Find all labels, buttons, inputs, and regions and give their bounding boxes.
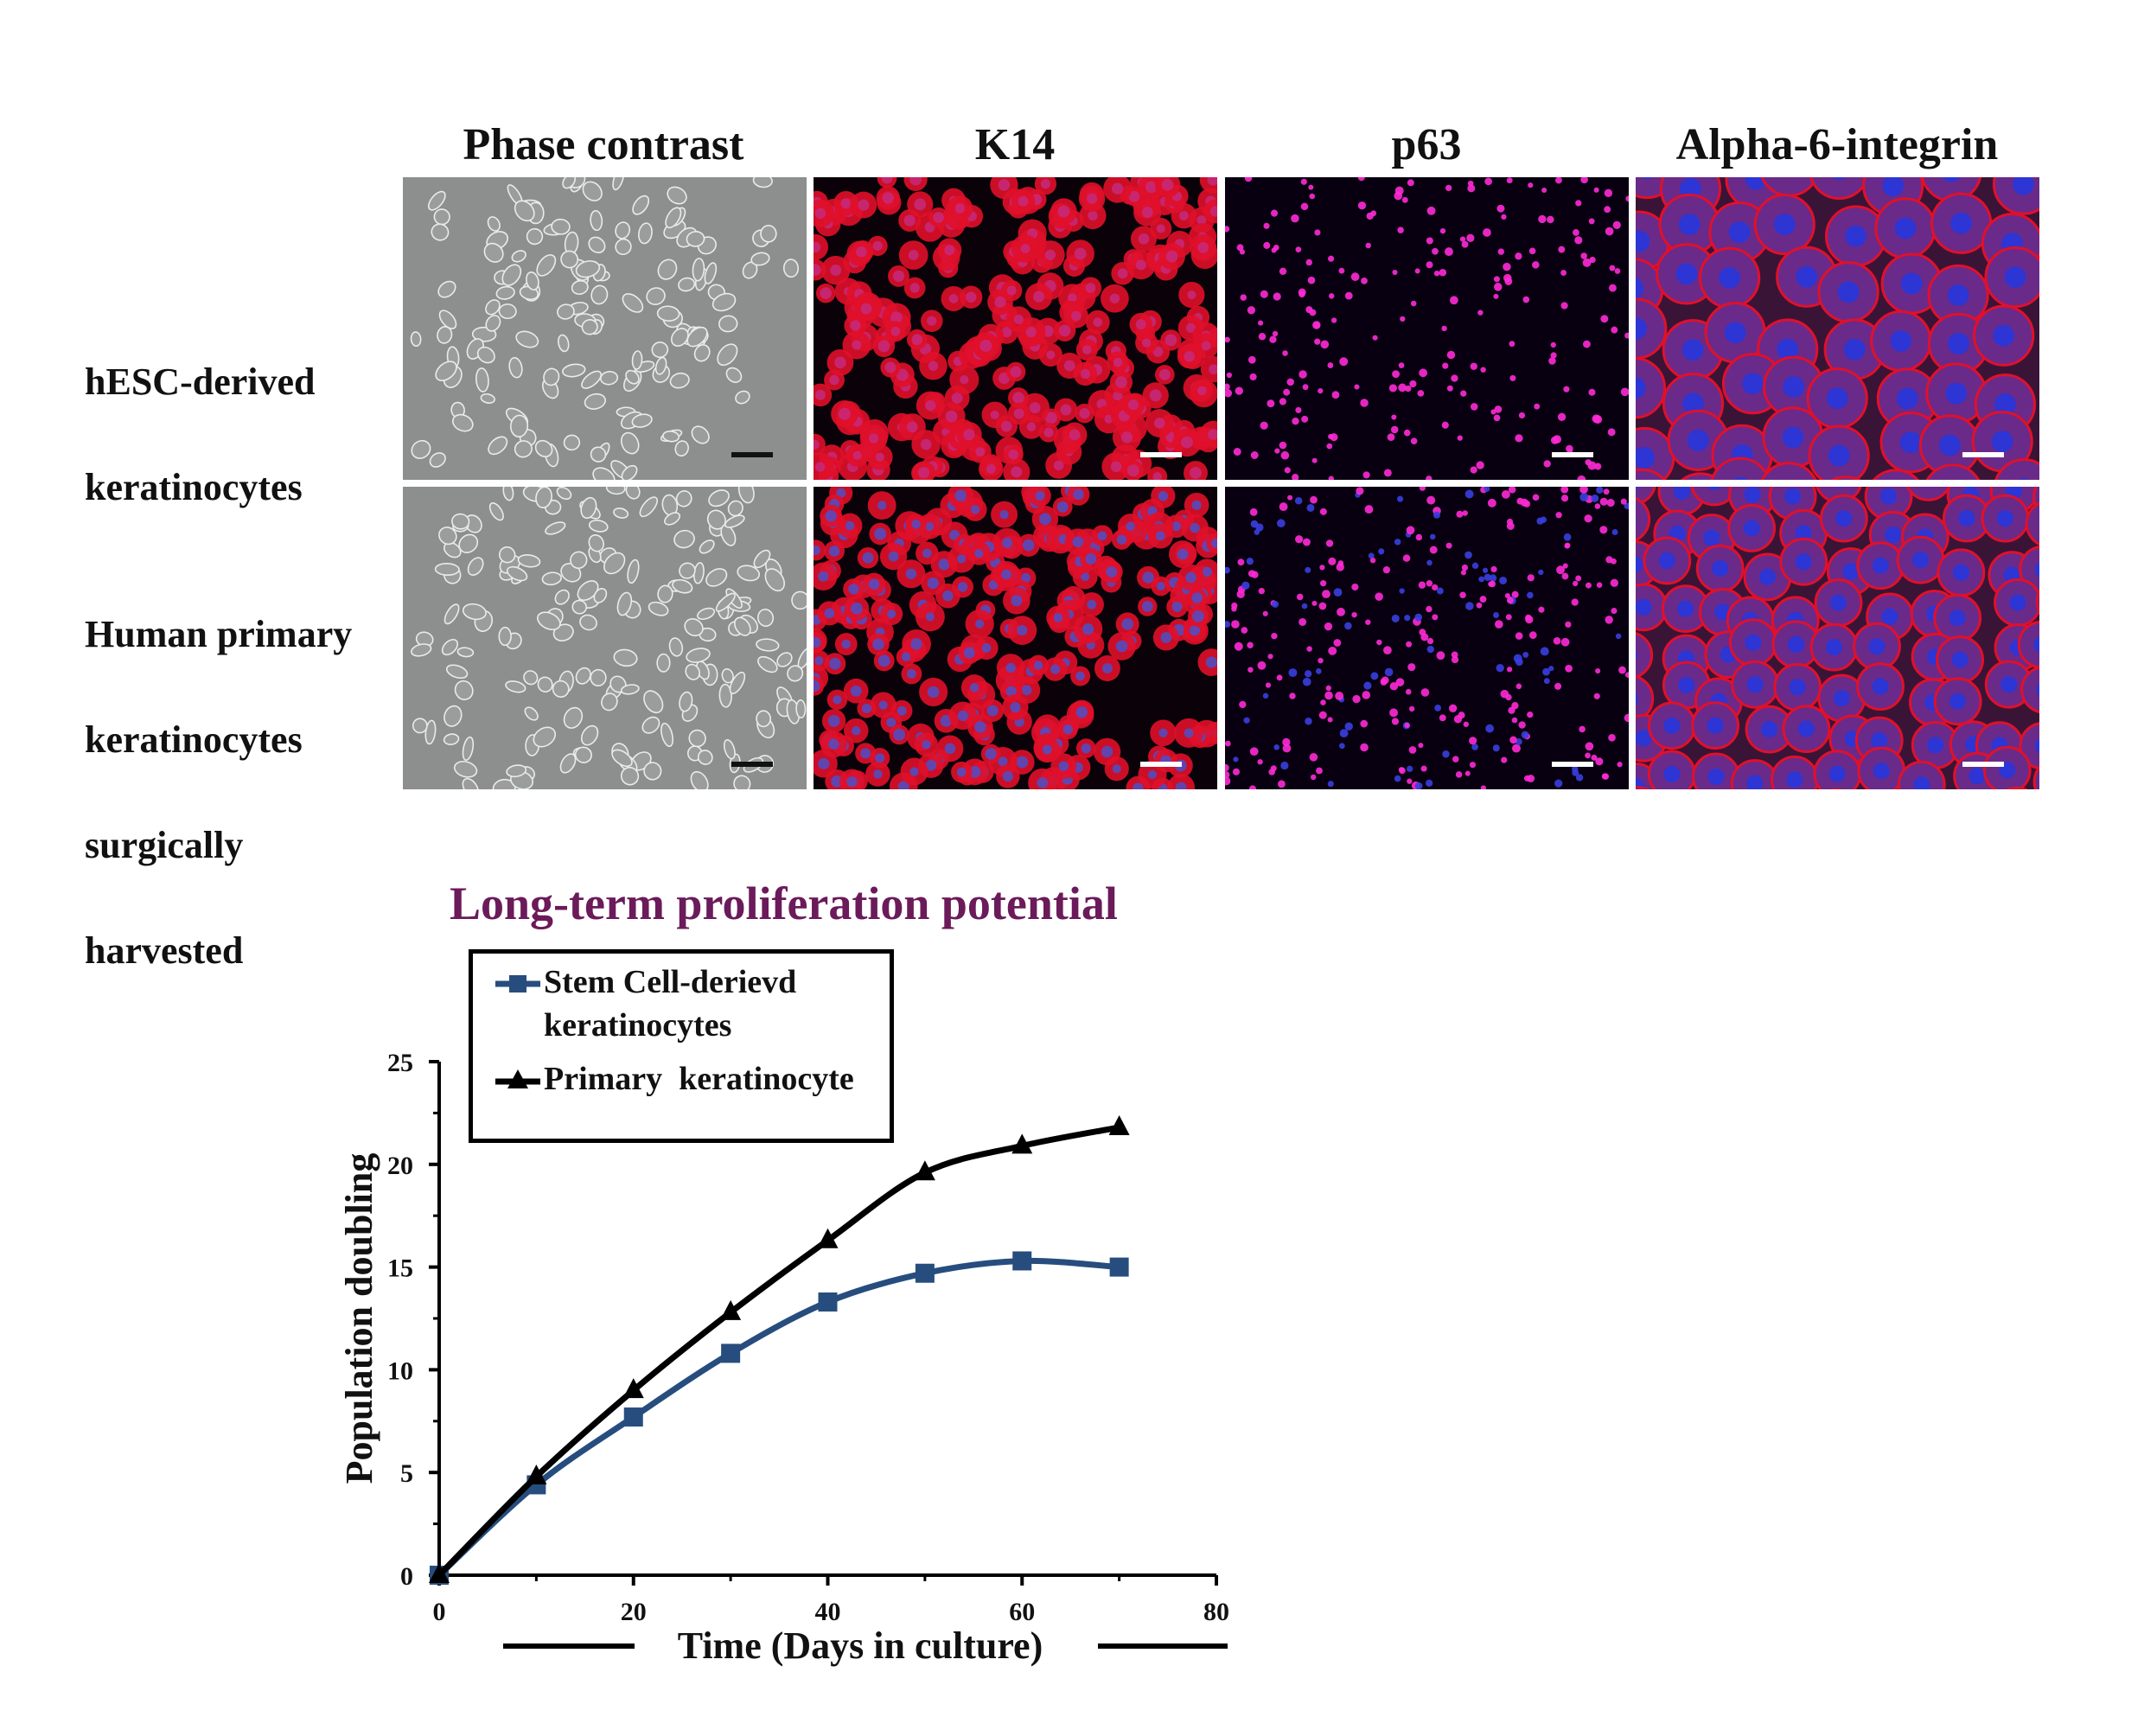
scale-bar	[1552, 762, 1593, 767]
y-tick-label: 15	[387, 1254, 413, 1283]
y-tick-label: 20	[387, 1152, 413, 1180]
x-tick-label: 80	[1203, 1598, 1229, 1626]
micrograph-p63-row1	[1225, 177, 1629, 480]
row-label-hesc: hESC-derived keratinocytes	[85, 303, 315, 566]
row-label-line: Human primary	[85, 613, 353, 655]
data-point-square	[1012, 1251, 1032, 1271]
chart-title: Long-term proliferation potential	[450, 878, 1118, 929]
data-point-triangle	[429, 1563, 450, 1583]
data-point-triangle	[720, 1299, 742, 1320]
micrograph-k14-row2	[814, 487, 1217, 789]
scale-bar	[1140, 452, 1182, 457]
series-line-1	[437, 1257, 1120, 1578]
micrograph-a6-row2	[1636, 487, 2039, 789]
data-point-triangle	[914, 1160, 935, 1181]
legend-label-primary: Primary keratinocyte	[544, 1061, 854, 1097]
row-label-primary: Human primary keratinocytes surgically h…	[85, 555, 352, 1030]
data-point-triangle	[817, 1228, 839, 1248]
data-point-square	[915, 1263, 935, 1283]
column-header-p63: p63	[1391, 120, 1462, 169]
data-point-square	[1109, 1257, 1129, 1277]
y-tick-label: 10	[387, 1356, 413, 1385]
column-header-alpha-6-integrin: Alpha-6-integrin	[1675, 120, 1999, 169]
scale-bar	[1962, 762, 2004, 767]
scale-bar	[1140, 762, 1182, 767]
y-tick-label: 5	[400, 1459, 413, 1488]
row-label-line: keratinocytes	[85, 718, 303, 761]
data-point-square	[818, 1292, 838, 1312]
x-tick-label: 20	[621, 1598, 647, 1626]
data-point-triangle	[622, 1378, 644, 1399]
chart-legend: Stem Cell-derievd keratinocytes Primary …	[469, 949, 894, 1143]
data-point-triangle	[1011, 1133, 1033, 1154]
x-tick-label: 60	[1009, 1598, 1035, 1626]
x-tick-label: 0	[433, 1598, 446, 1626]
row-label-line: hESC-derived	[85, 361, 316, 403]
micrograph-phase-row2	[403, 487, 807, 789]
y-tick-label: 0	[400, 1562, 413, 1591]
series-line-2	[437, 1124, 1120, 1578]
micrograph-a6-row1	[1636, 177, 2039, 480]
data-point-square	[623, 1407, 643, 1427]
scale-bar	[731, 762, 773, 767]
column-header-k14: K14	[974, 120, 1056, 169]
data-point-square	[721, 1343, 741, 1363]
scale-bar	[1552, 452, 1593, 457]
data-point-triangle	[526, 1464, 547, 1484]
row-label-line: harvested	[85, 929, 244, 972]
scale-bar	[1962, 452, 2004, 457]
micrograph-phase-row1	[403, 177, 807, 480]
y-axis-label: Population doubling	[338, 1153, 380, 1484]
x-tick-label: 40	[815, 1598, 841, 1626]
scale-bar	[731, 452, 773, 457]
y-tick-label: 25	[387, 1049, 413, 1077]
data-point-triangle	[1108, 1115, 1130, 1136]
row-label-line: surgically	[85, 824, 244, 866]
legend-marker-stem-cell	[495, 975, 540, 992]
column-header-phase-contrast: Phase contrast	[463, 120, 744, 169]
row-label-line: keratinocytes	[85, 466, 303, 508]
legend-label-stem-cell-line2: keratinocytes	[544, 1007, 732, 1044]
micrograph-p63-row2	[1225, 487, 1629, 789]
micrograph-k14-row1	[814, 177, 1217, 480]
legend-label-stem-cell: Stem Cell-derievd	[544, 964, 797, 1000]
x-axis-label: Time (Days in culture)	[678, 1624, 1043, 1667]
legend-marker-primary	[495, 1069, 540, 1088]
